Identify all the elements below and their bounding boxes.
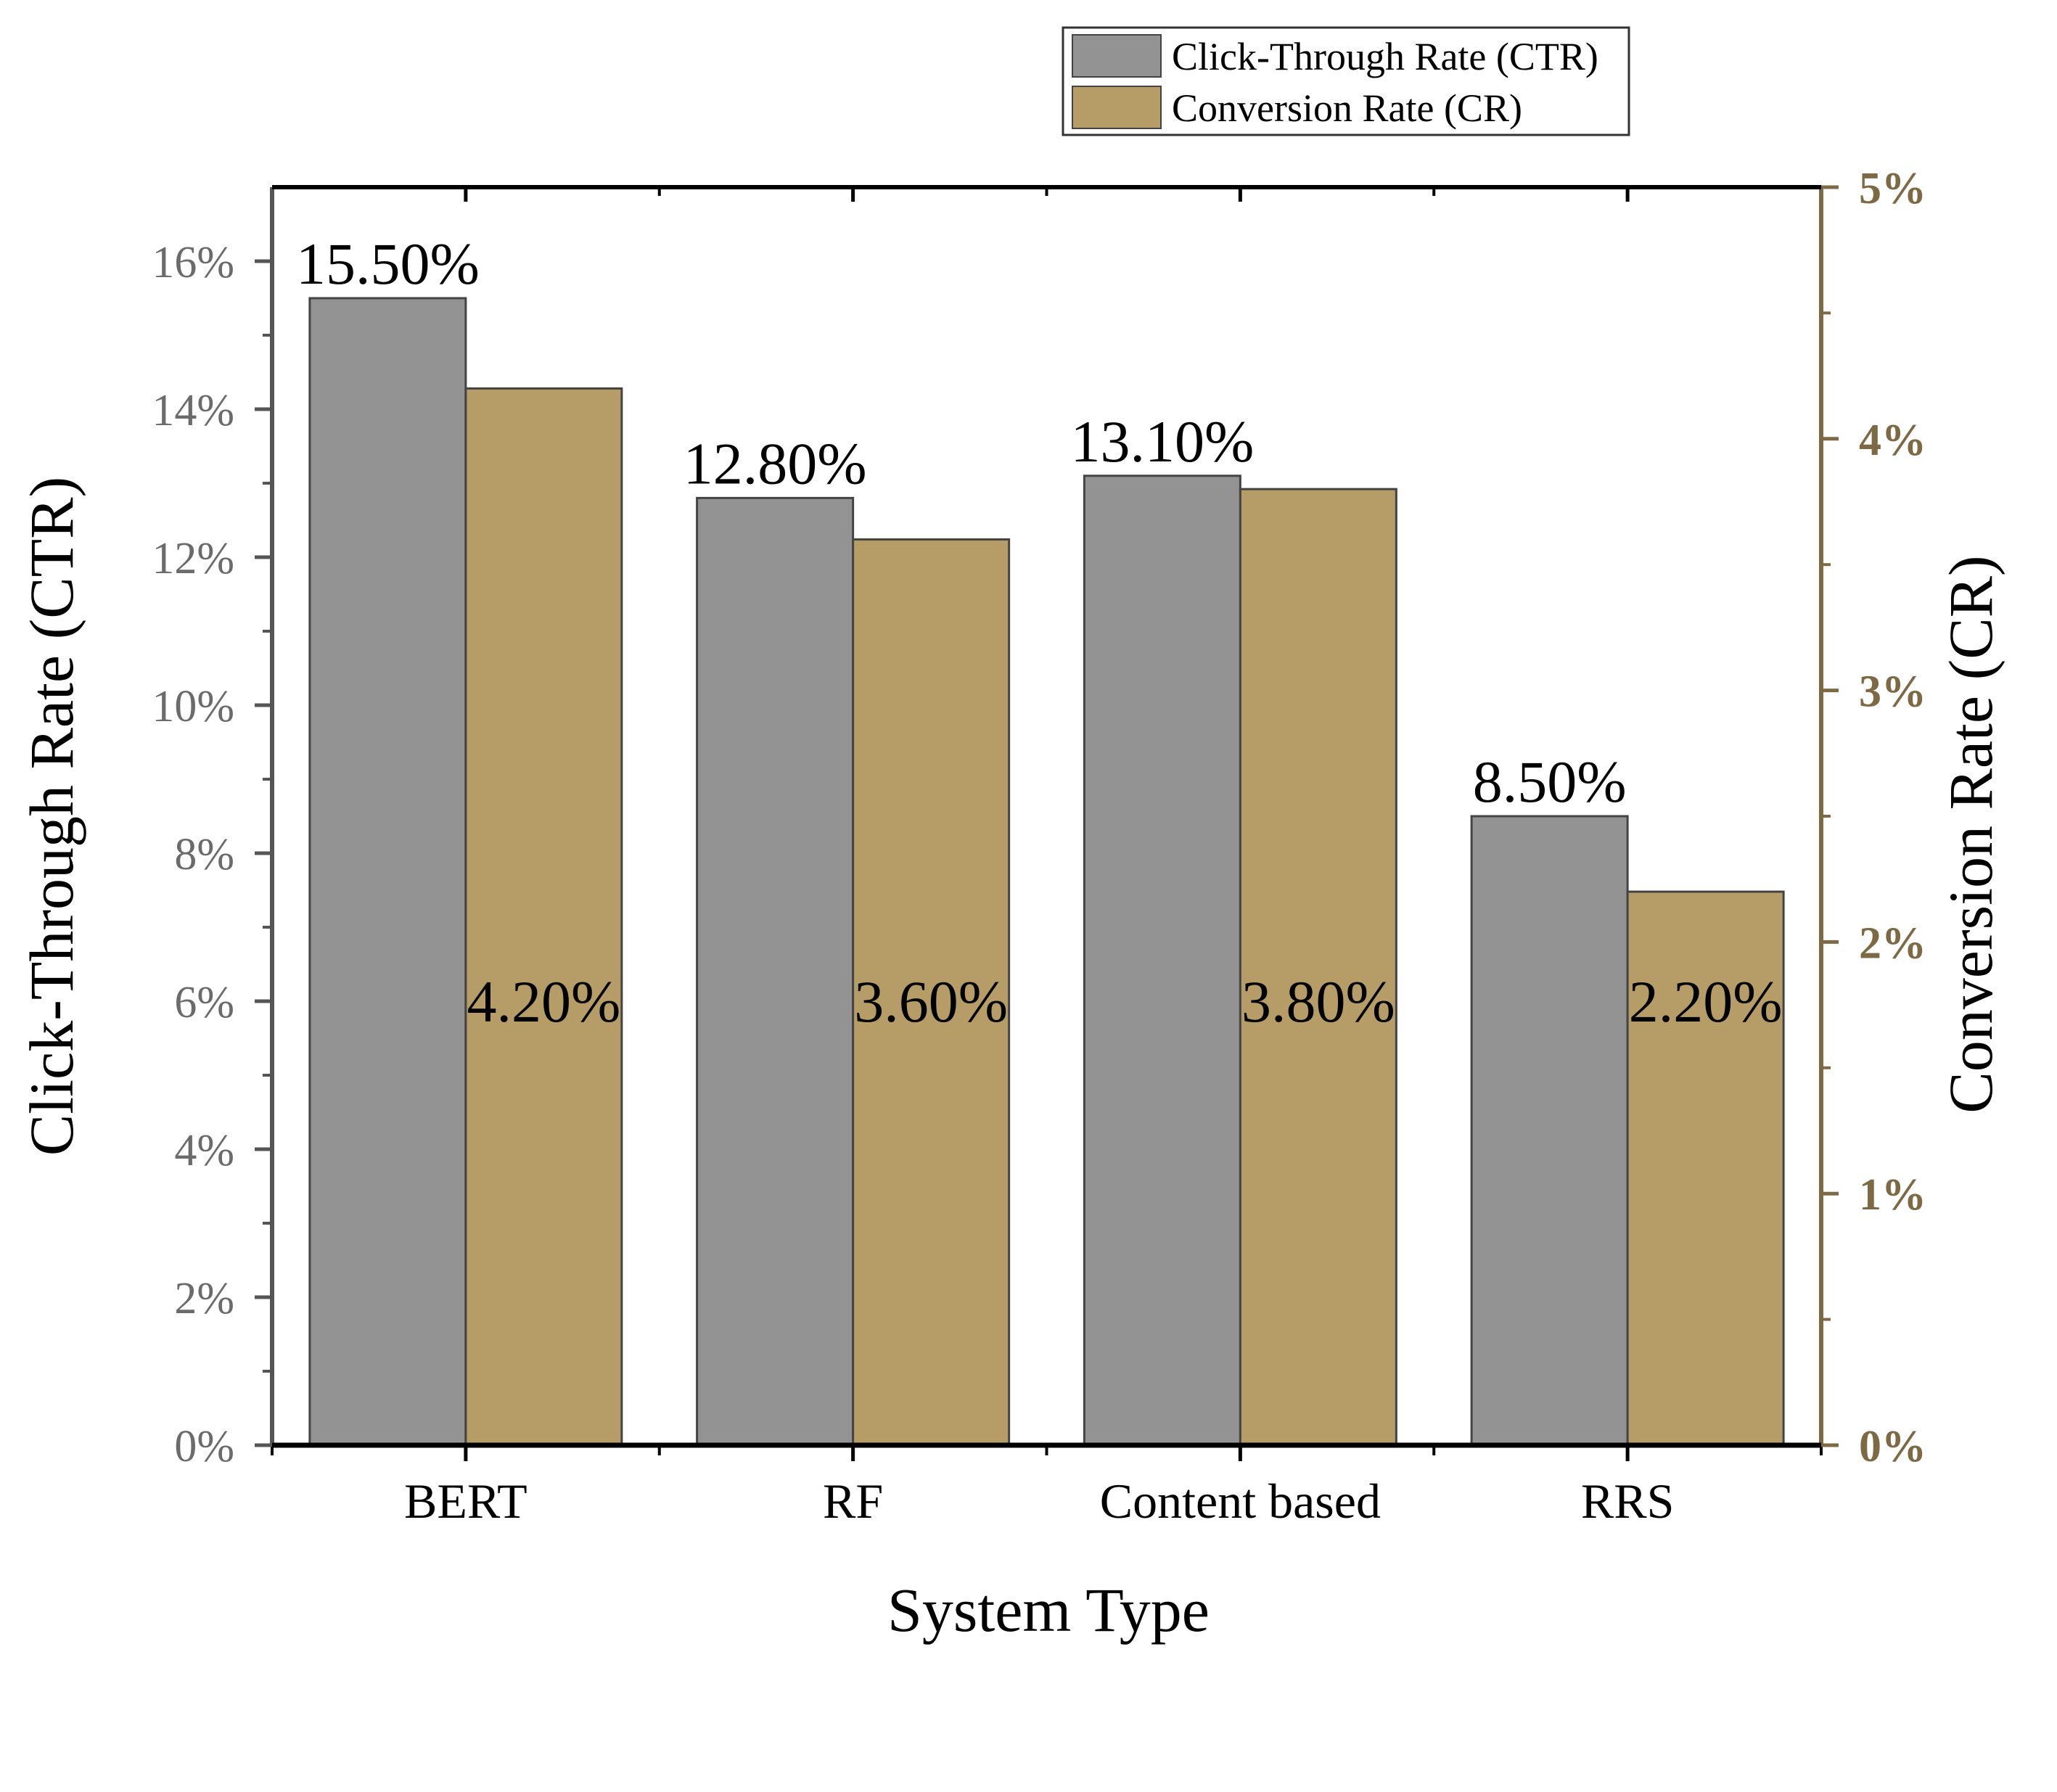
axes-layer: BERT RF Content based RRS 0% 2% 4% 6% 8% 10% 12% 14… <box>152 164 1926 1529</box>
data-label-ctr-rrs: 8.50% <box>1473 749 1627 815</box>
legend: Click-Through Rate (CTR) Conversion Rate… <box>1062 26 1630 136</box>
data-labels-layer: 15.50% 4.20% 12.80% 3.60% 13.10% 3.80% 8.50% 2.… <box>296 231 1783 1035</box>
legend-swatch-ctr <box>1072 34 1162 78</box>
legend-label-ctr: Click-Through Rate (CTR) <box>1172 35 1598 78</box>
y-axis-title: Click-Through Rate (CTR) <box>17 477 86 1156</box>
data-label-cr-rf: 3.60% <box>854 969 1008 1035</box>
bar-cr-content-based <box>1239 488 1397 1447</box>
data-label-ctr-bert: 15.50% <box>296 231 480 297</box>
y-tick-label: 6% <box>174 978 234 1027</box>
y-tick-label: 16% <box>152 238 234 287</box>
bar-ctr-rf <box>696 496 855 1447</box>
y-tick-label: 12% <box>152 534 234 583</box>
x-tick-label-bert: BERT <box>404 1474 527 1529</box>
data-label-cr-content-based: 3.80% <box>1241 969 1395 1035</box>
y-tick-label: 0% <box>174 1422 234 1471</box>
legend-label-cr: Conversion Rate (CR) <box>1172 86 1522 130</box>
x-tick-label-rrs: RRS <box>1581 1474 1675 1529</box>
bars-layer <box>308 297 1785 1447</box>
bar-cr-rf <box>852 538 1011 1447</box>
y2-tick-label: 1% <box>1859 1170 1926 1220</box>
x-axis-title: System Type <box>887 1575 1210 1645</box>
bar-ctr-content-based <box>1083 474 1241 1447</box>
bar-cr-bert <box>464 387 623 1447</box>
data-label-ctr-content-based: 13.10% <box>1070 408 1254 474</box>
x-tick-label-content-based: Content based <box>1100 1474 1381 1529</box>
bar-cr-rrs <box>1626 890 1785 1447</box>
bar-ctr-bert <box>308 297 467 1447</box>
x-tick-label-rf: RF <box>823 1474 883 1529</box>
bar-ctr-rrs <box>1470 815 1629 1447</box>
y-tick-label: 8% <box>174 830 234 879</box>
y2-axis-title: Conversion Rate (CR) <box>1936 555 2005 1113</box>
y-tick-label: 14% <box>152 386 234 435</box>
data-label-cr-bert: 4.20% <box>467 969 620 1035</box>
data-label-cr-rrs: 2.20% <box>1629 969 1783 1035</box>
legend-swatch-cr <box>1072 86 1162 129</box>
y2-tick-label: 5% <box>1859 164 1926 213</box>
y-tick-label: 2% <box>174 1274 234 1323</box>
y2-tick-label: 0% <box>1859 1422 1926 1471</box>
y2-tick-label: 3% <box>1859 667 1926 717</box>
y-tick-label: 4% <box>174 1126 234 1175</box>
y2-tick-label: 4% <box>1859 416 1926 465</box>
data-label-ctr-rf: 12.80% <box>683 430 867 496</box>
y-tick-label: 10% <box>152 682 234 731</box>
y2-tick-label: 2% <box>1859 918 1926 968</box>
